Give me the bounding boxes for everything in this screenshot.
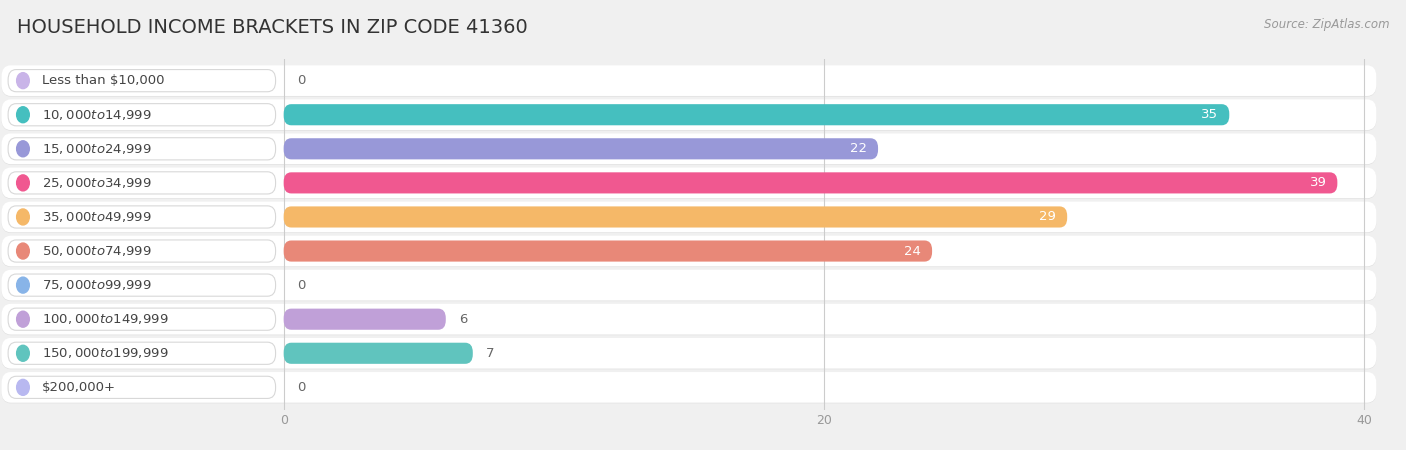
FancyBboxPatch shape [1,134,1376,164]
FancyBboxPatch shape [1,65,1376,96]
FancyBboxPatch shape [1,100,1376,131]
FancyBboxPatch shape [8,342,276,364]
FancyBboxPatch shape [1,372,1376,403]
FancyBboxPatch shape [1,167,1376,198]
FancyBboxPatch shape [1,202,1376,233]
FancyBboxPatch shape [8,138,276,160]
FancyBboxPatch shape [1,304,1376,334]
FancyBboxPatch shape [1,66,1376,97]
Text: $50,000 to $74,999: $50,000 to $74,999 [42,244,152,258]
FancyBboxPatch shape [1,236,1376,267]
FancyBboxPatch shape [8,104,276,126]
FancyBboxPatch shape [8,172,276,194]
Text: $75,000 to $99,999: $75,000 to $99,999 [42,278,152,292]
FancyBboxPatch shape [8,206,276,228]
Circle shape [17,141,30,157]
FancyBboxPatch shape [8,240,276,262]
FancyBboxPatch shape [1,305,1376,335]
FancyBboxPatch shape [284,138,879,159]
FancyBboxPatch shape [284,172,1337,194]
Text: Less than $10,000: Less than $10,000 [42,74,165,87]
Text: $200,000+: $200,000+ [42,381,115,394]
FancyBboxPatch shape [1,338,1376,369]
Text: 0: 0 [297,279,305,292]
Text: 7: 7 [486,347,495,360]
Circle shape [17,311,30,327]
FancyBboxPatch shape [284,343,472,364]
FancyBboxPatch shape [8,308,276,330]
Text: $10,000 to $14,999: $10,000 to $14,999 [42,108,152,122]
Text: 0: 0 [297,74,305,87]
FancyBboxPatch shape [1,373,1376,403]
FancyBboxPatch shape [284,104,1229,125]
Text: 35: 35 [1202,108,1219,121]
FancyBboxPatch shape [8,70,276,92]
Text: 39: 39 [1309,176,1326,189]
Circle shape [17,209,30,225]
Text: $150,000 to $199,999: $150,000 to $199,999 [42,346,169,360]
Text: 6: 6 [460,313,468,326]
FancyBboxPatch shape [1,168,1376,199]
Circle shape [17,345,30,361]
FancyBboxPatch shape [1,270,1376,301]
FancyBboxPatch shape [284,240,932,261]
Circle shape [17,243,30,259]
Text: 22: 22 [851,142,868,155]
FancyBboxPatch shape [284,309,446,330]
Text: $100,000 to $149,999: $100,000 to $149,999 [42,312,169,326]
Text: Source: ZipAtlas.com: Source: ZipAtlas.com [1264,18,1389,31]
FancyBboxPatch shape [1,270,1376,301]
FancyBboxPatch shape [1,236,1376,266]
Circle shape [17,379,30,396]
FancyBboxPatch shape [284,207,1067,228]
FancyBboxPatch shape [8,376,276,398]
FancyBboxPatch shape [1,134,1376,165]
Text: 24: 24 [904,244,921,257]
FancyBboxPatch shape [8,274,276,296]
Text: 0: 0 [297,381,305,394]
Text: $35,000 to $49,999: $35,000 to $49,999 [42,210,152,224]
Circle shape [17,72,30,89]
Circle shape [17,277,30,293]
Circle shape [17,175,30,191]
Text: $15,000 to $24,999: $15,000 to $24,999 [42,142,152,156]
Text: $25,000 to $34,999: $25,000 to $34,999 [42,176,152,190]
Text: HOUSEHOLD INCOME BRACKETS IN ZIP CODE 41360: HOUSEHOLD INCOME BRACKETS IN ZIP CODE 41… [17,18,527,37]
FancyBboxPatch shape [1,202,1376,232]
FancyBboxPatch shape [1,338,1376,369]
FancyBboxPatch shape [1,99,1376,130]
Circle shape [17,107,30,123]
Text: 29: 29 [1039,211,1056,224]
